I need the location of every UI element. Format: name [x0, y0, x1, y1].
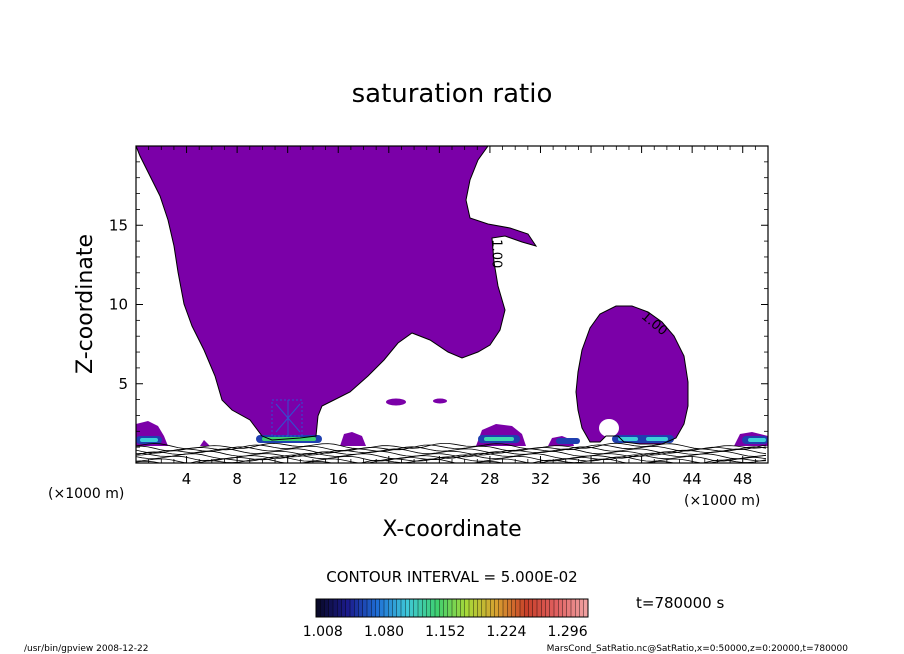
x-tick-label: 24 — [430, 470, 449, 488]
colorbar-tick-label: 1.224 — [486, 624, 526, 640]
small-region-b — [433, 398, 447, 404]
colorbar — [315, 599, 589, 617]
ground-patch-4 — [200, 440, 210, 446]
x-unit-right: (×1000 m) — [684, 493, 760, 509]
small-region-a — [386, 398, 406, 406]
y-axis: 5 10 15 — [109, 161, 768, 448]
x-tick-label: 48 — [733, 470, 752, 488]
unsaturated-hole — [599, 419, 619, 437]
x-tick-label: 20 — [379, 470, 398, 488]
contour-outlines — [136, 146, 689, 445]
x-tick-label: 36 — [581, 470, 600, 488]
ground-patch-1 — [340, 432, 366, 446]
y-axis-title: Z-coordinate — [73, 234, 98, 374]
contour-labels: 1.001.00 — [488, 239, 669, 339]
y-tick-label: 5 — [118, 375, 128, 393]
colorbar-frame — [315, 598, 589, 618]
plot-area — [136, 146, 768, 463]
colorbar-tick-label: 1.152 — [425, 624, 465, 640]
y-tick-label: 10 — [109, 296, 128, 314]
y-tick-label: 15 — [109, 216, 128, 234]
x-tick-label: 44 — [683, 470, 702, 488]
x-tick-label: 16 — [329, 470, 348, 488]
x-axis-title: X-coordinate — [382, 517, 521, 542]
contour-interval-label: CONTOUR INTERVAL = 5.000E-02 — [326, 568, 577, 586]
saturation-region-right — [576, 306, 688, 444]
x-tick-label: 32 — [531, 470, 550, 488]
x-unit-left: (×1000 m) — [48, 486, 124, 502]
colorbar-tick-label: 1.008 — [303, 624, 343, 640]
chart-title: saturation ratio — [352, 79, 553, 109]
x-tick-label: 28 — [480, 470, 499, 488]
colorbar-tick-label: 1.296 — [548, 624, 588, 640]
x-axis: 4 8 12 16 20 24 28 32 36 40 44 48 — [148, 146, 756, 488]
colorbar-tick-labels: 1.008 1.080 1.152 1.224 1.296 — [303, 624, 588, 640]
x-tick-label: 40 — [632, 470, 651, 488]
footer-right: MarsCond_SatRatio.nc@SatRatio,x=0:50000,… — [547, 644, 849, 654]
footer-left: /usr/bin/gpview 2008-12-22 — [24, 644, 148, 654]
x-tick-label: 12 — [278, 470, 297, 488]
x-tick-label: 4 — [182, 470, 192, 488]
x-tick-label: 8 — [232, 470, 242, 488]
colorbar-tick-label: 1.080 — [364, 624, 404, 640]
time-label: t=780000 s — [636, 594, 724, 612]
contour-label: 1.00 — [488, 239, 503, 268]
saturation-region-main — [136, 146, 536, 440]
near-surface-contours — [136, 442, 767, 463]
